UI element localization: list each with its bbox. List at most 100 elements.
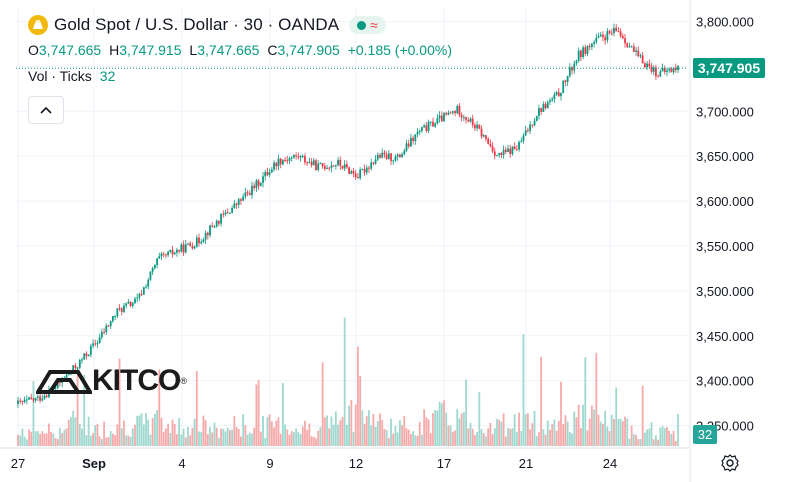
candle-body	[571, 67, 573, 71]
settings-gear-icon[interactable]	[720, 453, 740, 473]
volume-bar	[34, 431, 37, 446]
volume-bar	[182, 428, 185, 446]
candle-body	[343, 164, 346, 169]
volume-bar	[496, 418, 498, 446]
volume-bar	[343, 317, 346, 446]
volume-bar	[447, 425, 450, 446]
candle-body	[151, 268, 154, 272]
candle-body	[123, 305, 125, 312]
volume-bar	[321, 362, 324, 446]
volume-bar	[591, 405, 593, 446]
volume-bar	[582, 404, 584, 446]
volume-bar	[23, 436, 26, 446]
candle-body	[176, 249, 178, 253]
volume-bar	[297, 432, 300, 446]
candle-body	[348, 167, 351, 174]
candle-body	[209, 225, 211, 236]
volume-bar	[487, 428, 490, 446]
last-volume-tag: 32	[693, 425, 717, 444]
y-tick-label: 3,600.000	[696, 194, 754, 209]
volume-bar	[266, 416, 269, 446]
y-tick-label: 3,500.000	[696, 284, 754, 299]
volume-bar	[275, 420, 278, 446]
candle-body	[83, 353, 86, 360]
candle-body	[538, 108, 540, 117]
volume-bar	[326, 415, 328, 446]
volume-bar	[45, 433, 48, 446]
candle-body	[610, 33, 613, 35]
candle-body	[304, 155, 306, 163]
candle-body	[127, 301, 130, 304]
volume-bar	[641, 385, 644, 446]
x-tick-label: 9	[266, 456, 273, 471]
candle-body	[553, 94, 556, 100]
candle-body	[87, 354, 90, 357]
candle-body	[509, 148, 512, 155]
volume-bar	[538, 432, 540, 446]
symbol-title[interactable]: Gold Spot / U.S. Dollar · 30 · OANDA	[54, 15, 340, 34]
low-value: 3,747.665	[197, 42, 260, 58]
volume-bar	[142, 424, 145, 446]
volume-bar	[50, 431, 53, 446]
volume-bar	[226, 427, 229, 446]
volume-bar	[387, 437, 390, 446]
volume-bar	[319, 427, 322, 446]
volume-bar	[204, 420, 207, 446]
volume-bar	[425, 417, 428, 446]
volume-bar	[526, 413, 529, 446]
volume-bar	[643, 432, 646, 446]
candle-body	[229, 212, 231, 214]
volume-bar	[251, 433, 253, 446]
volume-bar	[432, 413, 434, 446]
candle-body	[184, 244, 187, 253]
candle-body	[17, 400, 19, 404]
volume-bar	[169, 432, 172, 446]
candle-body	[564, 80, 567, 83]
candle-body	[672, 67, 675, 73]
volume-bar	[332, 424, 335, 446]
candle-body	[460, 114, 463, 118]
candle-body	[138, 294, 141, 298]
candle-body	[535, 116, 538, 121]
candle-body	[328, 167, 331, 169]
candle-body	[74, 365, 77, 369]
volume-bar	[189, 435, 192, 446]
volume-bar	[458, 418, 461, 446]
x-tick-label: 21	[519, 456, 533, 471]
candle-body	[655, 67, 657, 77]
volume-bar	[235, 426, 238, 446]
candle-body	[606, 31, 609, 41]
candle-body	[145, 286, 147, 288]
candle-body	[224, 212, 227, 215]
candle-body	[599, 34, 602, 37]
volume-bar	[579, 428, 582, 446]
high-label: H	[109, 42, 120, 58]
volume-bar	[337, 424, 339, 446]
candle-body	[624, 38, 626, 44]
volume-bar	[617, 419, 620, 446]
candle-body	[557, 92, 560, 97]
volume-bar	[262, 416, 264, 446]
status-pill[interactable]: ≈	[349, 16, 386, 34]
volume-bar	[659, 427, 662, 446]
candle-body	[659, 71, 662, 77]
candle-body	[149, 271, 152, 280]
candle-body	[92, 343, 94, 346]
candle-body	[284, 160, 286, 162]
candle-body	[619, 31, 622, 37]
volume-bar	[478, 392, 481, 446]
candle-body	[579, 50, 582, 58]
volume-bar	[650, 422, 653, 446]
candle-body	[297, 156, 300, 158]
candle-body	[231, 207, 234, 213]
candle-body	[187, 243, 189, 245]
candle-body	[109, 321, 112, 327]
volume-bar	[416, 435, 419, 446]
volume-bar	[480, 429, 483, 446]
volume-legend[interactable]: Vol · Ticks 32	[28, 68, 115, 84]
volume-bar	[533, 410, 536, 446]
candle-body	[72, 365, 75, 373]
collapse-legend-button[interactable]	[28, 96, 64, 124]
volume-bar	[107, 436, 110, 446]
